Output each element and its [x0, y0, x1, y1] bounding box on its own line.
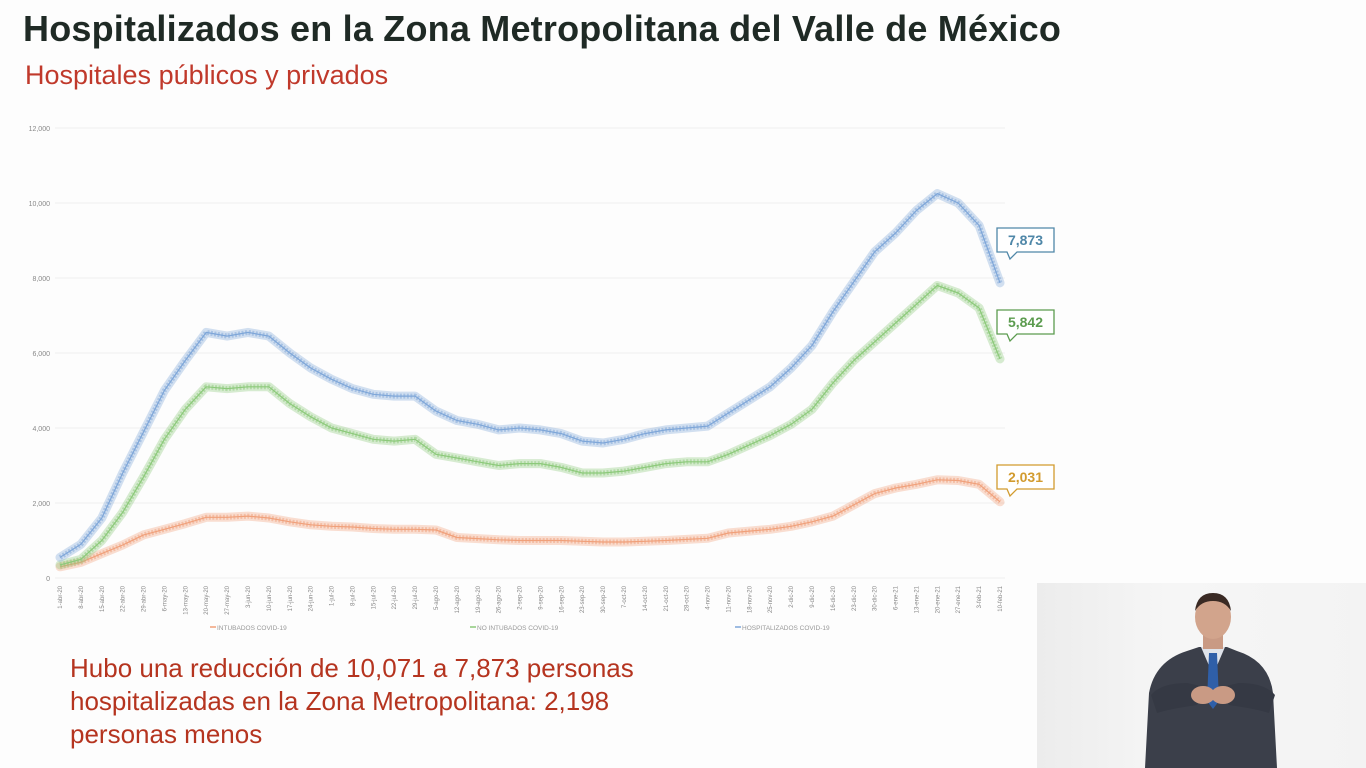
- y-tick-label: 6,000: [32, 351, 50, 358]
- sign-language-interpreter-video: [1037, 583, 1366, 768]
- x-tick-label: 21-oct-20: [664, 585, 670, 611]
- hospitalization-line-chart: 0 2,000 4,000 6,000 8,000 10,000 12,000 1-abr-…: [29, 126, 1055, 632]
- x-tick-label: 9-sep-20: [538, 585, 544, 609]
- x-tick-label: 22-jul-20: [392, 585, 398, 609]
- x-tick-label: 7-oct-20: [622, 585, 628, 608]
- x-tick-label: 23-sep-20: [580, 585, 586, 613]
- page-subtitle: Hospitales públicos y privados: [25, 60, 389, 90]
- x-tick-label: 15-jul-20: [371, 585, 377, 609]
- x-tick-label: 28-oct-20: [685, 585, 691, 611]
- x-tick-label: 9-dic-20: [810, 585, 816, 607]
- series-band: [55, 475, 1005, 572]
- end-value-callouts: 7,873 5,842 2,031: [996, 227, 1055, 498]
- x-tick-label: 24-jun-20: [309, 585, 315, 611]
- x-tick-label: 25-nov-20: [768, 585, 774, 613]
- x-tick-label: 1-jul-20: [330, 585, 336, 606]
- x-tick-label: 10-feb-21: [998, 585, 1004, 611]
- series-line-intubados-covid-19: [59, 479, 1001, 568]
- x-tick-label: 20-ene-21: [935, 585, 941, 613]
- x-tick-label: 5-ago-20: [434, 585, 440, 610]
- x-tick-label: 3-jun-20: [246, 585, 252, 608]
- x-tick-label: 16-sep-20: [559, 585, 565, 613]
- x-tick-label: 6-may-20: [162, 585, 168, 611]
- x-tick-label: 27-ene-21: [956, 585, 962, 613]
- x-tick-label: 4-nov-20: [706, 585, 712, 609]
- y-tick-label: 2,000: [32, 501, 50, 508]
- x-tick-label: 23-dic-20: [852, 585, 858, 611]
- interpreter-figure-icon: [1145, 593, 1277, 768]
- legend-label: HOSPITALIZADOS COVID-19: [742, 625, 830, 632]
- x-tick-label: 15-abr-20: [100, 585, 106, 612]
- y-axis-ticks: 0 2,000 4,000 6,000 8,000 10,000 12,000: [29, 126, 51, 583]
- x-tick-label: 12-ago-20: [455, 585, 461, 613]
- series-line-no-intubados-covid-19: [59, 284, 1001, 566]
- callout-label: 2,031: [1008, 469, 1043, 485]
- legend-label: NO INTUBADOS COVID-19: [477, 625, 559, 632]
- x-tick-label: 26-ago-20: [497, 585, 503, 613]
- x-tick-label: 29-jul-20: [413, 585, 419, 609]
- callout-label: 5,842: [1008, 314, 1043, 330]
- x-tick-label: 16-dic-20: [831, 585, 837, 611]
- chart-legend: INTUBADOS COVID-19 NO INTUBADOS COVID-19 H…: [210, 625, 830, 632]
- y-tick-label: 12,000: [29, 126, 51, 133]
- x-axis-ticks: 1-abr-20 8-abr-20 15-abr-20 22-abr-20 29-abr…: [58, 585, 1004, 614]
- callout-box: [996, 464, 1055, 498]
- x-tick-label: 22-abr-20: [121, 585, 127, 612]
- callout-box: [996, 227, 1055, 261]
- x-tick-label: 8-jul-20: [350, 585, 356, 606]
- x-tick-label: 6-ene-21: [894, 585, 900, 610]
- x-tick-label: 8-abr-20: [79, 585, 85, 608]
- x-tick-label: 30-dic-20: [873, 585, 879, 611]
- x-tick-label: 20-may-20: [204, 585, 210, 614]
- x-tick-label: 10-jun-20: [267, 585, 273, 611]
- x-tick-label: 1-abr-20: [58, 585, 64, 608]
- y-tick-label: 10,000: [29, 201, 51, 208]
- x-tick-label: 29-abr-20: [142, 585, 148, 612]
- x-tick-label: 17-jun-20: [288, 585, 294, 611]
- x-tick-label: 27-may-20: [225, 585, 231, 614]
- callout-box: [996, 309, 1055, 343]
- x-tick-label: 2-dic-20: [789, 585, 795, 607]
- callout-label: 7,873: [1008, 232, 1043, 248]
- summary-text: Hubo una reducción de 10,071 a 7,873 per…: [70, 653, 634, 749]
- x-tick-label: 14-oct-20: [643, 585, 649, 611]
- series-line-hospitalizados-covid-19: [59, 193, 1001, 558]
- y-tick-label: 0: [46, 576, 50, 583]
- x-tick-label: 13-ene-21: [914, 585, 920, 613]
- x-tick-label: 2-sep-20: [518, 585, 524, 609]
- legend-label: INTUBADOS COVID-19: [217, 625, 287, 632]
- x-tick-label: 18-nov-20: [747, 585, 753, 613]
- page-title: Hospitalizados en la Zona Metropolitana …: [23, 8, 1062, 49]
- chart-series: [55, 189, 1005, 572]
- x-tick-label: 30-sep-20: [601, 585, 607, 613]
- y-tick-label: 4,000: [32, 426, 50, 433]
- x-tick-label: 19-ago-20: [476, 585, 482, 613]
- x-tick-label: 13-may-20: [183, 585, 189, 614]
- y-tick-label: 8,000: [32, 276, 50, 283]
- x-tick-label: 3-feb-21: [977, 585, 983, 608]
- x-tick-label: 11-nov-20: [726, 585, 732, 612]
